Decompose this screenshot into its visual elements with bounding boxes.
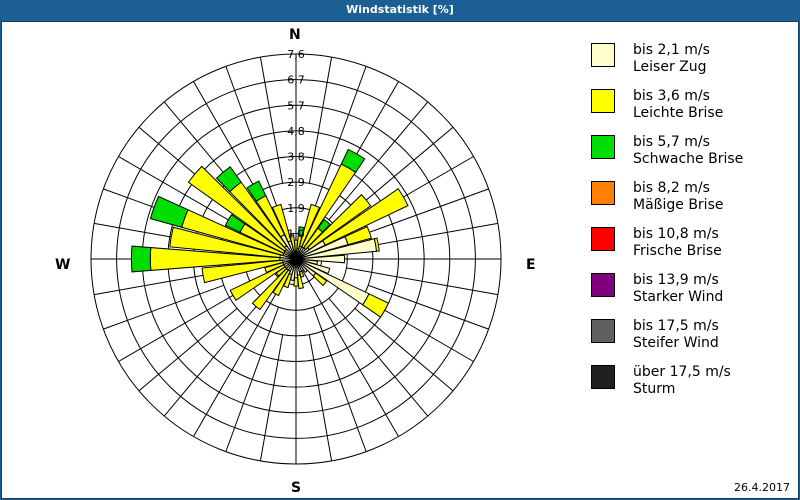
legend-label: Sturm (633, 381, 676, 397)
compass-west: W (55, 257, 71, 273)
sector-bar (169, 226, 281, 258)
compass-east: E (526, 257, 536, 273)
sector-bar (306, 194, 372, 251)
legend-swatch (591, 135, 615, 159)
legend-label: Frische Brise (633, 243, 722, 259)
legend-range: bis 8,2 m/s (633, 180, 710, 196)
sector-bar (201, 259, 284, 284)
sector-bar (298, 203, 321, 248)
svg-text:1,0: 1,0 (287, 227, 305, 240)
compass-north: N (289, 27, 301, 43)
legend-swatch (591, 273, 615, 297)
svg-text:6,7: 6,7 (287, 74, 305, 87)
svg-text:5,7: 5,7 (287, 99, 305, 112)
window-title: Windstatistik [%] (0, 0, 800, 20)
svg-text:2,9: 2,9 (287, 176, 305, 189)
date-label: 26.4.2017 (734, 481, 790, 494)
wind-rose-chart: 1,0 1,9 2,9 3,8 4,8 5,7 6,7 7,6 (90, 48, 502, 465)
chart-panel: 1,0 1,9 2,9 3,8 4,8 5,7 6,7 7,6 N E S W bis 2,1… (1, 21, 799, 499)
sector-bar (373, 237, 380, 252)
sector-bar (361, 293, 390, 318)
legend-swatch (591, 319, 615, 343)
sector-bar (312, 272, 328, 287)
sector-bar (317, 218, 331, 233)
legend-label: Leichte Brise (633, 105, 724, 121)
sector-bar (264, 261, 285, 274)
legend-label: Starker Wind (633, 289, 724, 305)
sector-bar (297, 226, 305, 237)
legend-swatch (591, 365, 615, 389)
sector-bar (246, 180, 267, 202)
sector-bar (224, 213, 246, 233)
legend-label: Schwache Brise (633, 151, 744, 167)
sector-bar (215, 166, 242, 193)
legend-label: Leiser Zug (633, 59, 707, 75)
sector-bar (149, 195, 189, 228)
legend-range: bis 10,8 m/s (633, 226, 719, 242)
sector-bar (293, 277, 299, 287)
legend-range: bis 3,6 m/s (633, 88, 710, 104)
sector-bar (295, 254, 346, 264)
sector-bar (340, 148, 366, 173)
legend-swatch (591, 43, 615, 67)
sector-bar (283, 273, 293, 289)
sector-bar (321, 188, 409, 246)
legend-swatch (591, 89, 615, 113)
sector-bar (187, 165, 288, 252)
sector-bar (251, 267, 289, 311)
sector-bar (297, 274, 305, 290)
sector-bar (344, 225, 372, 246)
svg-text:3,8: 3,8 (287, 151, 305, 164)
legend-range: bis 5,7 m/s (633, 134, 710, 150)
legend-range: bis 2,1 m/s (633, 42, 710, 58)
legend-label: Steifer Wind (633, 335, 719, 351)
sector-bar (289, 234, 296, 252)
sector-bar (272, 269, 291, 297)
legend-range: über 17,5 m/s (633, 364, 731, 380)
svg-text:4,8: 4,8 (287, 125, 305, 138)
sector-bar (130, 245, 152, 273)
svg-text:7,6: 7,6 (287, 48, 305, 61)
legend-swatch (591, 227, 615, 251)
legend-range: bis 17,5 m/s (633, 318, 719, 334)
svg-text:1,9: 1,9 (287, 202, 305, 215)
legend-range: bis 13,9 m/s (633, 272, 719, 288)
legend-swatch (591, 181, 615, 205)
sector-bar (271, 203, 292, 243)
compass-south: S (291, 480, 302, 496)
legend-label: Mäßige Brise (633, 197, 724, 213)
sector-bar (229, 264, 286, 301)
